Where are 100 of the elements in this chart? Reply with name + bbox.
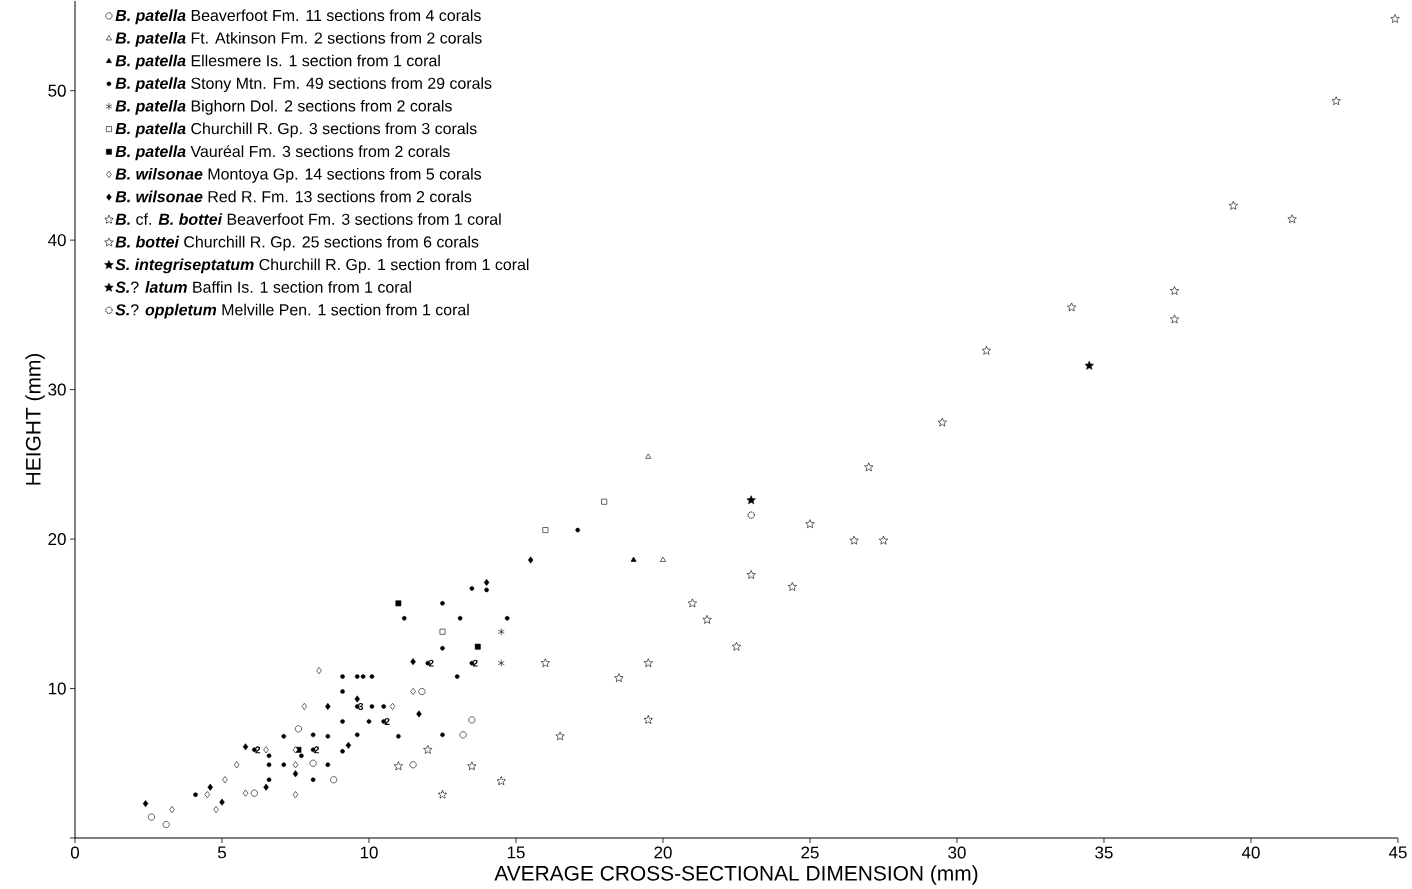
point — [345, 741, 352, 749]
y-tick-label: 50 — [48, 84, 66, 97]
point — [325, 762, 331, 768]
point — [747, 511, 755, 519]
legend-label: B. patella Ft. Atkinson Fm. 2 sections from 2 corals — [115, 32, 482, 47]
legend-label: B. patella Vauréal Fm. 3 sections from 2 corals — [115, 145, 450, 161]
point — [193, 792, 198, 797]
point — [292, 770, 299, 778]
point — [459, 731, 467, 739]
point — [746, 495, 756, 505]
point — [410, 688, 416, 696]
point — [439, 628, 446, 635]
point — [527, 556, 534, 564]
point — [731, 641, 742, 651]
point — [542, 527, 549, 533]
point — [340, 674, 345, 679]
point — [266, 762, 272, 768]
point — [467, 761, 477, 771]
y-tick-label: 20 — [48, 533, 66, 546]
legend-label: B. wilsonae Red R. Fm. 13 sections from 2 corals — [115, 190, 472, 203]
point — [301, 702, 308, 710]
x-tick-label: 5 — [217, 846, 226, 859]
point — [484, 587, 489, 593]
point — [354, 732, 360, 738]
legend-label: B. cf. B. bottei Beaverfoot Fm. 3 sections from 1 coral — [115, 213, 501, 225]
point — [263, 783, 269, 791]
point — [401, 615, 407, 621]
point — [1084, 360, 1094, 370]
legend-label: B. patella Beaverfoot Fm. 11 sections from 4 corals — [115, 9, 481, 25]
point — [395, 600, 402, 607]
point — [423, 745, 433, 754]
y-tick-label: 30 — [48, 383, 66, 396]
point — [555, 731, 565, 741]
point — [440, 732, 445, 738]
legend-label: S. integriseptatum Churchill R. Gp. 1 section from 1 coral — [115, 258, 529, 274]
point — [1287, 214, 1297, 224]
point — [366, 719, 372, 724]
point — [643, 714, 654, 725]
y-tick-label: 10 — [48, 682, 66, 695]
point — [457, 615, 463, 621]
legend-label: B. wilsonae Montoya Gp. 14 sections from 5 corals — [115, 167, 482, 183]
annotation: 2 — [314, 746, 319, 754]
point — [309, 759, 317, 767]
point — [418, 688, 426, 696]
point — [213, 806, 219, 814]
point — [787, 582, 797, 591]
legend-label: B. bottei Churchill R. Gp. 25 sections from 6 corals — [115, 235, 479, 251]
point — [1067, 302, 1077, 312]
x-tick-label: 30 — [948, 846, 966, 859]
point — [396, 734, 401, 739]
legend-label: B. patella Churchill R. Gp. 3 sections from 3 corals — [115, 122, 477, 138]
point — [340, 749, 345, 754]
point — [325, 702, 331, 710]
point — [219, 798, 225, 806]
point — [937, 417, 947, 427]
point — [643, 658, 653, 668]
x-tick-label: 45 — [1388, 846, 1407, 859]
point — [702, 614, 712, 624]
point — [207, 783, 213, 791]
point — [504, 615, 510, 621]
point — [437, 789, 448, 799]
point — [645, 453, 652, 459]
point — [340, 719, 345, 724]
x-tick-label: 10 — [360, 846, 378, 859]
point — [496, 776, 507, 786]
point — [369, 704, 375, 709]
point — [360, 674, 366, 679]
point — [242, 743, 249, 751]
point — [369, 674, 375, 679]
point — [393, 761, 403, 771]
point — [162, 821, 170, 829]
point — [1228, 200, 1238, 210]
point — [381, 704, 386, 709]
point — [474, 643, 481, 650]
point — [454, 674, 460, 679]
point — [805, 519, 815, 529]
annotation: 3 — [358, 702, 364, 710]
point — [687, 598, 697, 608]
x-tick-label: 15 — [507, 846, 525, 859]
legend-label: S.? latum Baffin Is. 1 section from 1 coral — [115, 281, 411, 293]
legend-label: B. patella Ellesmere Is. 1 section from 1 coral — [115, 54, 440, 70]
legend-label: B. patella Bighorn Dol. 2 sections from 2 corals — [115, 99, 452, 115]
point — [310, 777, 316, 783]
x-tick-label: 0 — [70, 846, 80, 859]
annotation: 2 — [255, 746, 261, 754]
point — [483, 578, 490, 586]
point — [354, 674, 360, 679]
point — [497, 627, 505, 636]
point — [1169, 314, 1180, 324]
point — [292, 791, 299, 799]
annotation: 2 — [428, 659, 434, 667]
point — [1390, 14, 1400, 23]
point — [294, 725, 302, 733]
point — [981, 345, 991, 355]
point — [354, 695, 360, 703]
point — [1169, 286, 1180, 295]
point — [440, 645, 445, 651]
point — [497, 659, 505, 667]
point — [746, 570, 756, 579]
point — [281, 734, 287, 739]
